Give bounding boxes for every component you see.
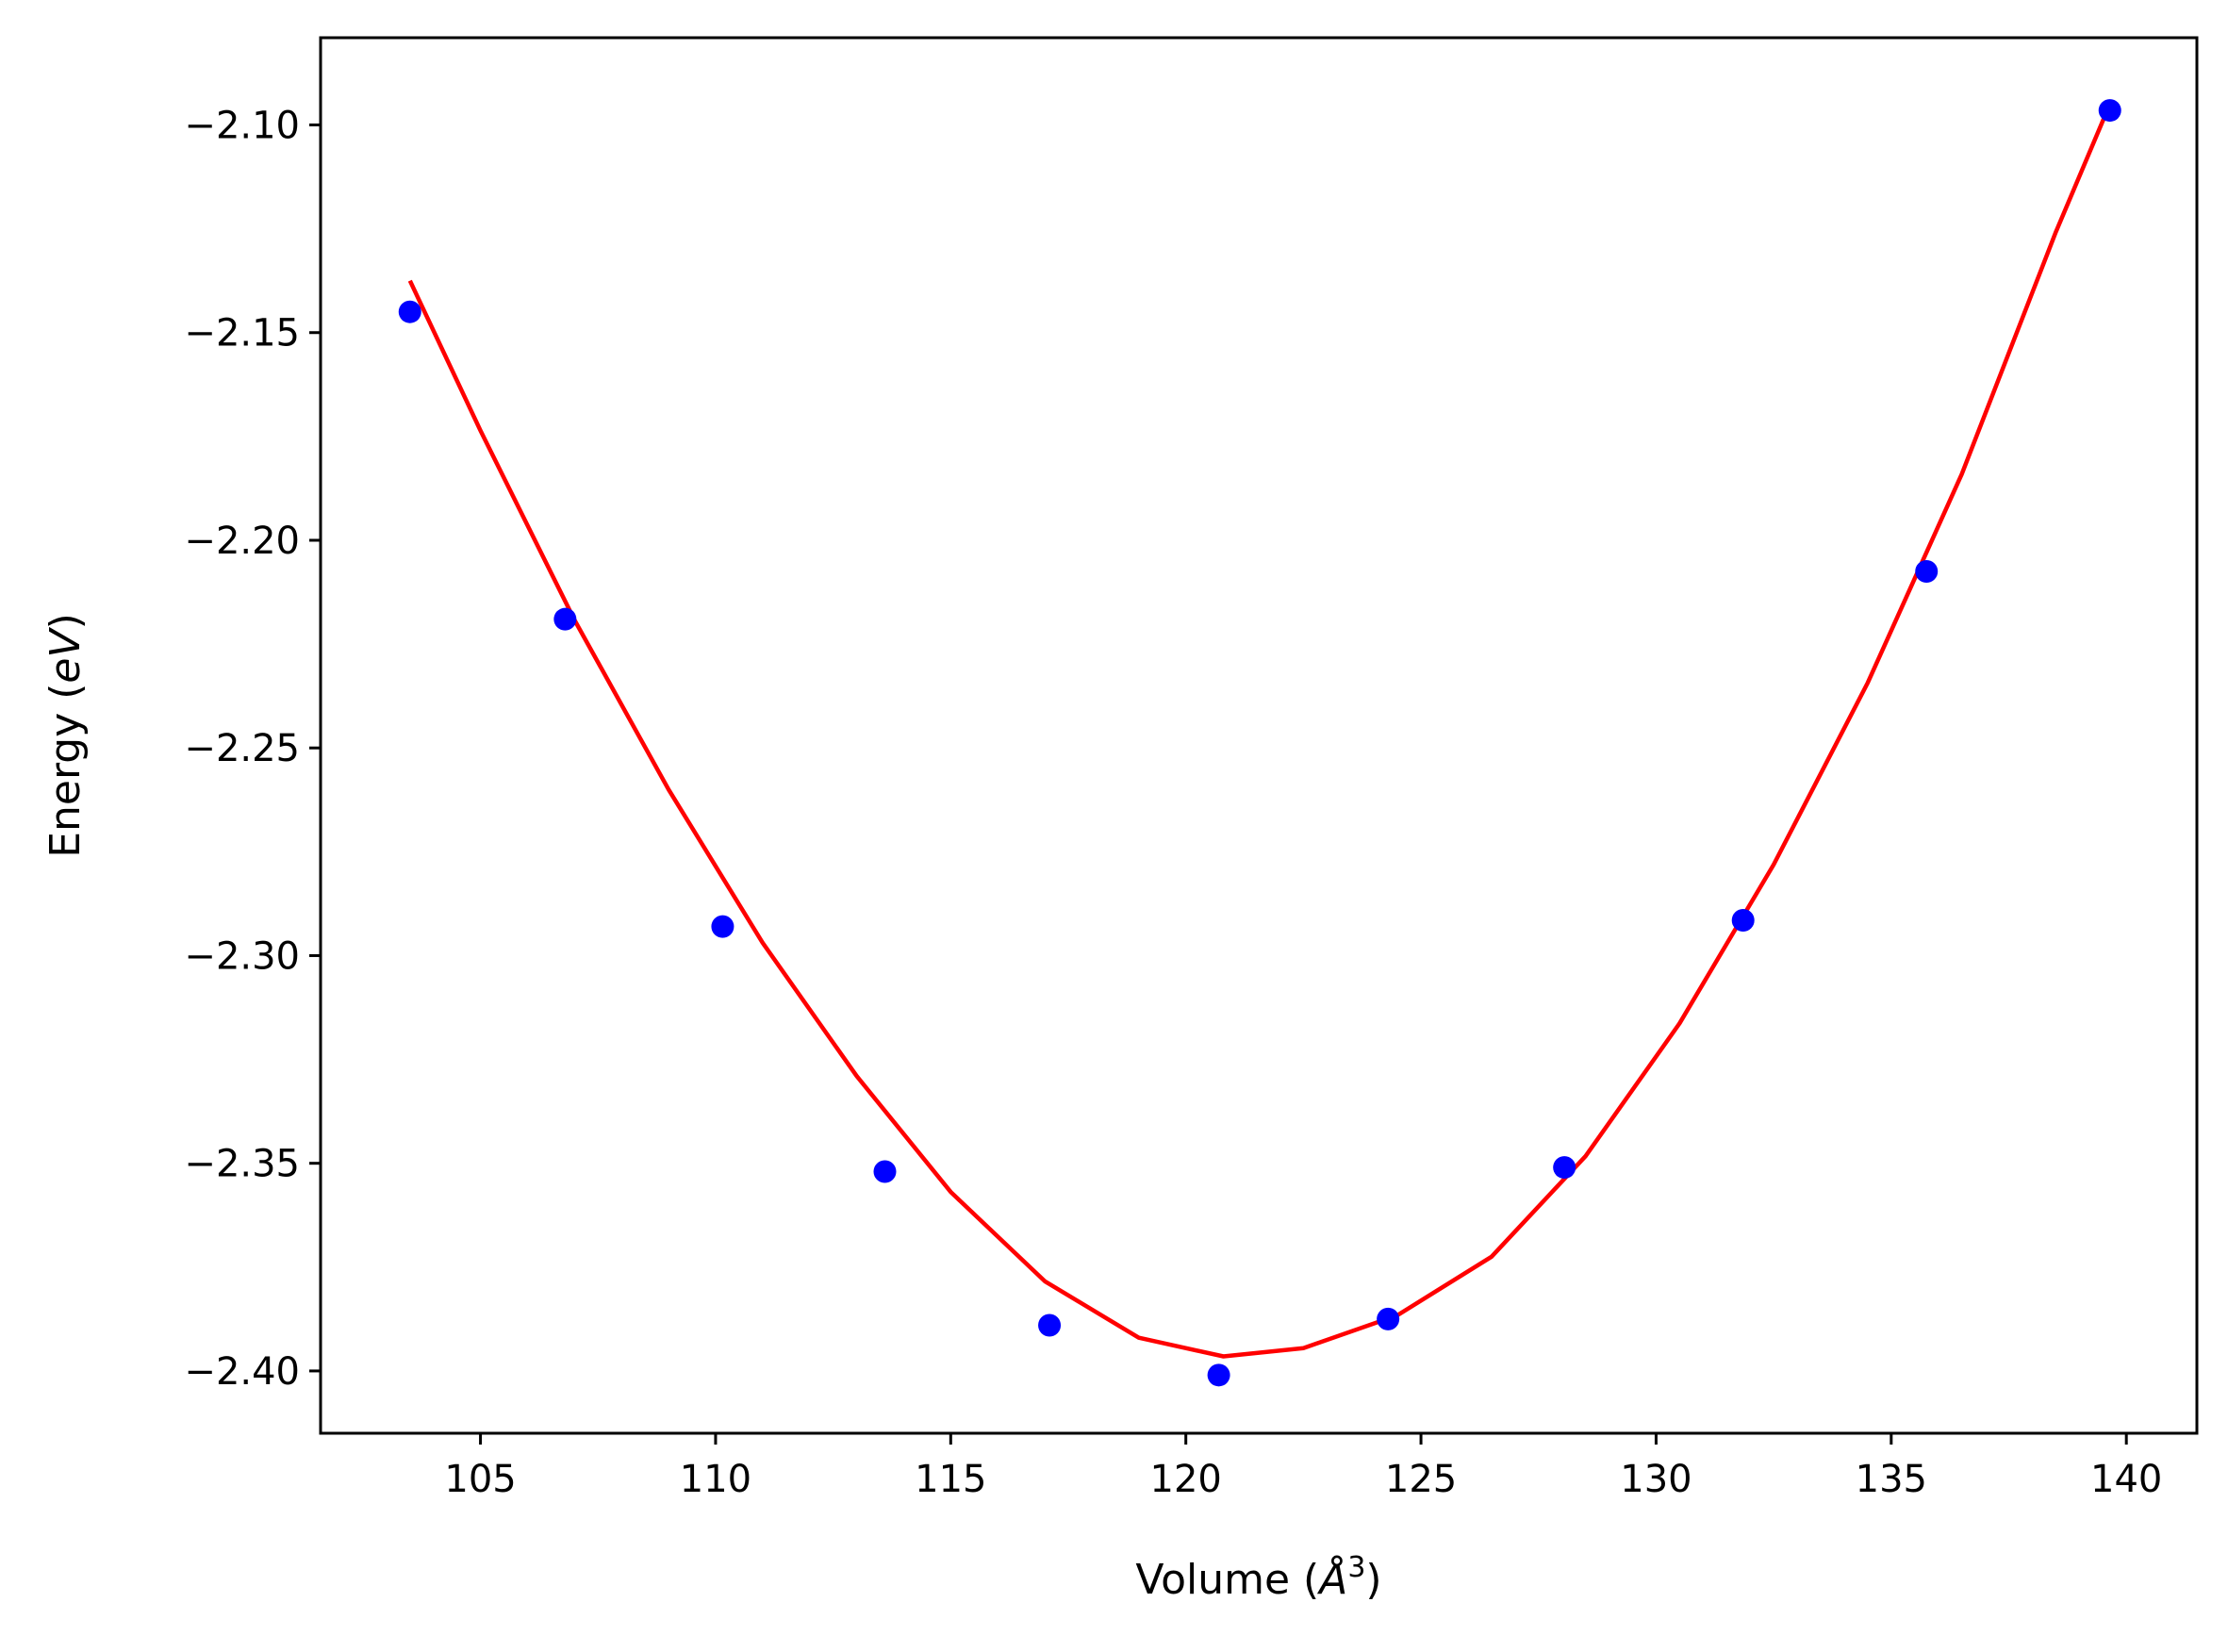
x-tick-label: 115 xyxy=(915,1458,986,1501)
x-tick-label: 125 xyxy=(1385,1458,1457,1501)
x-tick-label: 130 xyxy=(1620,1458,1692,1501)
data-point xyxy=(1038,1313,1062,1337)
data-point xyxy=(873,1160,897,1183)
y-tick-label: −2.35 xyxy=(184,1143,300,1186)
x-axis-unit-symbol: Å xyxy=(1316,1554,1347,1604)
y-tick-label: −2.10 xyxy=(184,105,300,148)
x-axis-ticks: 105 110 115 120 125 130 135 140 xyxy=(444,1433,2162,1501)
y-axis-label: Energy (eV) xyxy=(41,613,90,858)
data-point xyxy=(1553,1156,1576,1180)
data-point xyxy=(553,607,577,631)
fit-curve xyxy=(407,103,2112,1359)
y-tick-label: −2.20 xyxy=(184,520,300,563)
y-tick-label: −2.15 xyxy=(184,312,300,355)
plot-frame xyxy=(319,36,2199,1435)
data-point xyxy=(1915,560,1939,584)
y-tick-label: −2.25 xyxy=(184,727,300,770)
data-point xyxy=(1377,1307,1400,1330)
data-point xyxy=(2098,99,2121,123)
y-axis-ticks: −2.10 −2.15 −2.20 −2.25 −2.30 −2.35 −2.40 xyxy=(184,105,321,1394)
data-point xyxy=(711,915,734,938)
data-point xyxy=(1207,1363,1230,1387)
x-tick-label: 135 xyxy=(1856,1458,1927,1501)
y-axis-unit: eV xyxy=(41,627,90,684)
y-tick-label: −2.40 xyxy=(184,1350,300,1394)
data-point xyxy=(398,300,421,323)
series-layer xyxy=(398,99,2121,1387)
x-axis-label: Volume (Å3) xyxy=(1135,1551,1381,1604)
x-tick-label: 120 xyxy=(1150,1458,1222,1501)
x-tick-label: 110 xyxy=(680,1458,751,1501)
x-tick-label: 140 xyxy=(2090,1458,2162,1501)
data-point xyxy=(1731,909,1755,933)
y-tick-label: −2.30 xyxy=(184,934,300,978)
x-tick-label: 105 xyxy=(444,1458,516,1501)
x-axis-unit-exponent: 3 xyxy=(1347,1551,1365,1584)
